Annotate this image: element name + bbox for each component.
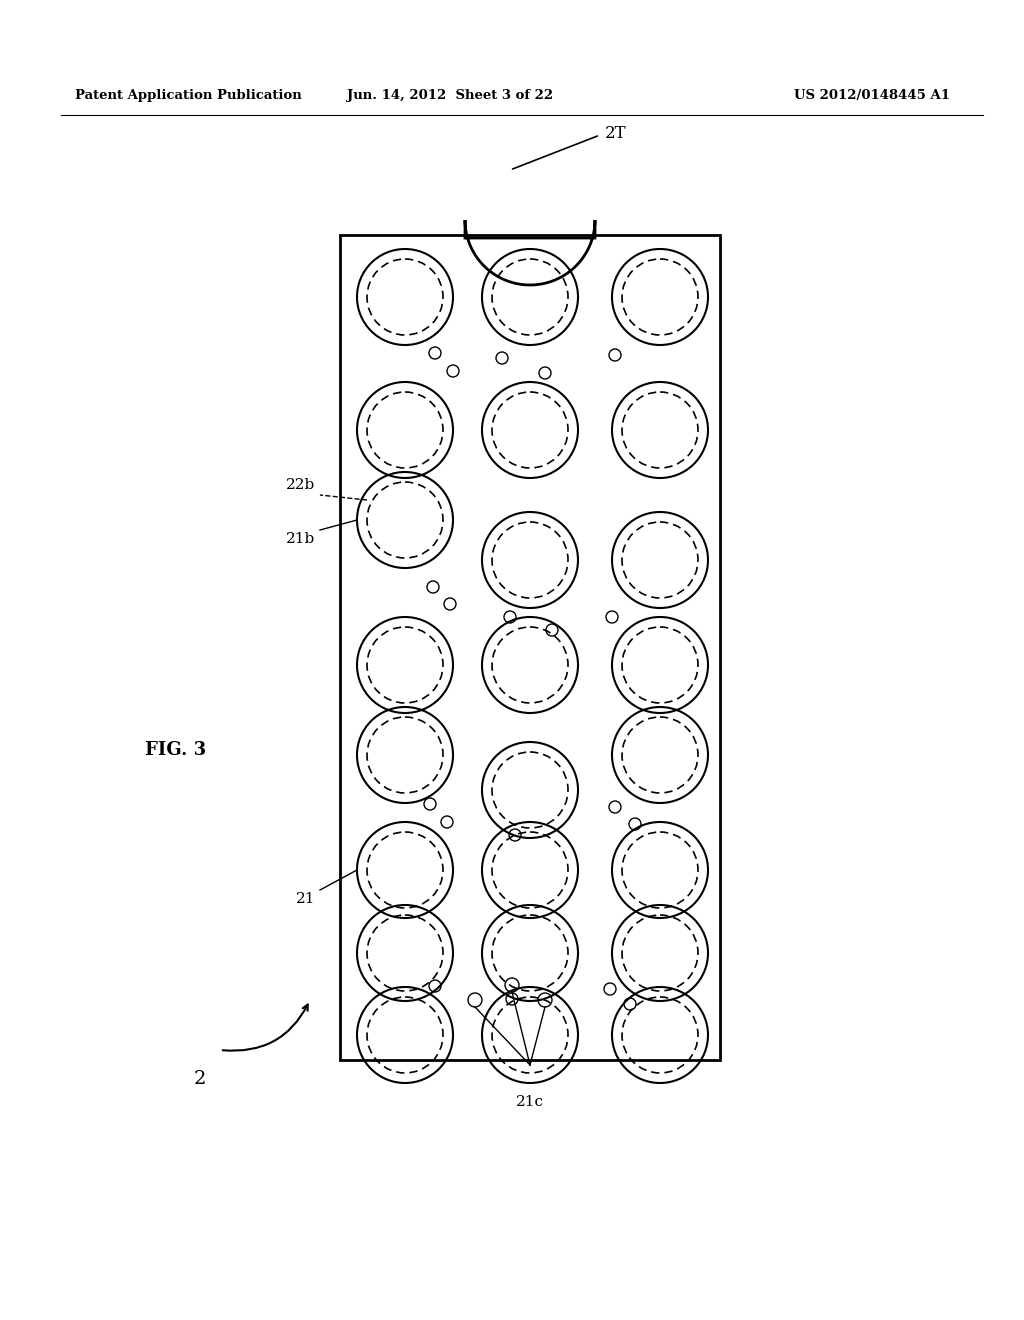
Text: US 2012/0148445 A1: US 2012/0148445 A1 <box>794 88 950 102</box>
PathPatch shape <box>465 220 595 285</box>
Text: 21c: 21c <box>516 1096 544 1109</box>
Text: 2T: 2T <box>605 124 627 141</box>
Text: Patent Application Publication: Patent Application Publication <box>75 88 302 102</box>
Text: FIG. 3: FIG. 3 <box>145 741 206 759</box>
Text: Jun. 14, 2012  Sheet 3 of 22: Jun. 14, 2012 Sheet 3 of 22 <box>347 88 553 102</box>
Text: 21b: 21b <box>286 532 315 546</box>
Bar <box>340 235 720 1060</box>
Text: 22b: 22b <box>286 478 315 492</box>
Text: 21: 21 <box>296 892 315 906</box>
Text: 2: 2 <box>194 1071 206 1088</box>
